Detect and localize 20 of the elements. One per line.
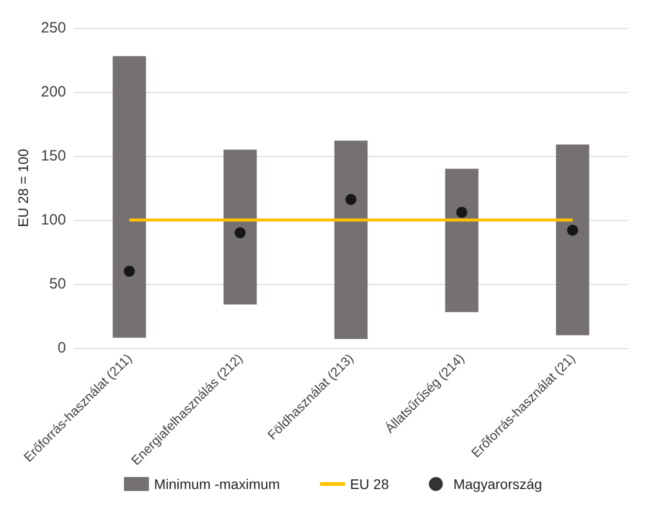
y-tick-label: 0 — [58, 340, 66, 356]
y-tick-label: 200 — [40, 84, 66, 100]
y-tick-label: 250 — [40, 20, 66, 36]
bar — [224, 150, 257, 304]
legend-label: Minimum -maximum — [154, 476, 280, 492]
bar — [445, 168, 478, 312]
bar — [112, 56, 146, 338]
y-tick-label: 100 — [40, 212, 66, 228]
legend-label: EU 28 — [350, 476, 390, 492]
y-tick-label: 150 — [40, 148, 66, 164]
bar — [556, 144, 590, 336]
point — [124, 266, 135, 277]
bar — [334, 140, 368, 340]
y-axis-title: EU 28 = 100 — [15, 148, 31, 228]
point — [345, 194, 356, 206]
point — [567, 224, 578, 236]
point — [234, 227, 246, 238]
y-tick-label: 50 — [49, 276, 66, 292]
point — [456, 206, 468, 218]
legend-label: Magyarország — [453, 476, 542, 492]
